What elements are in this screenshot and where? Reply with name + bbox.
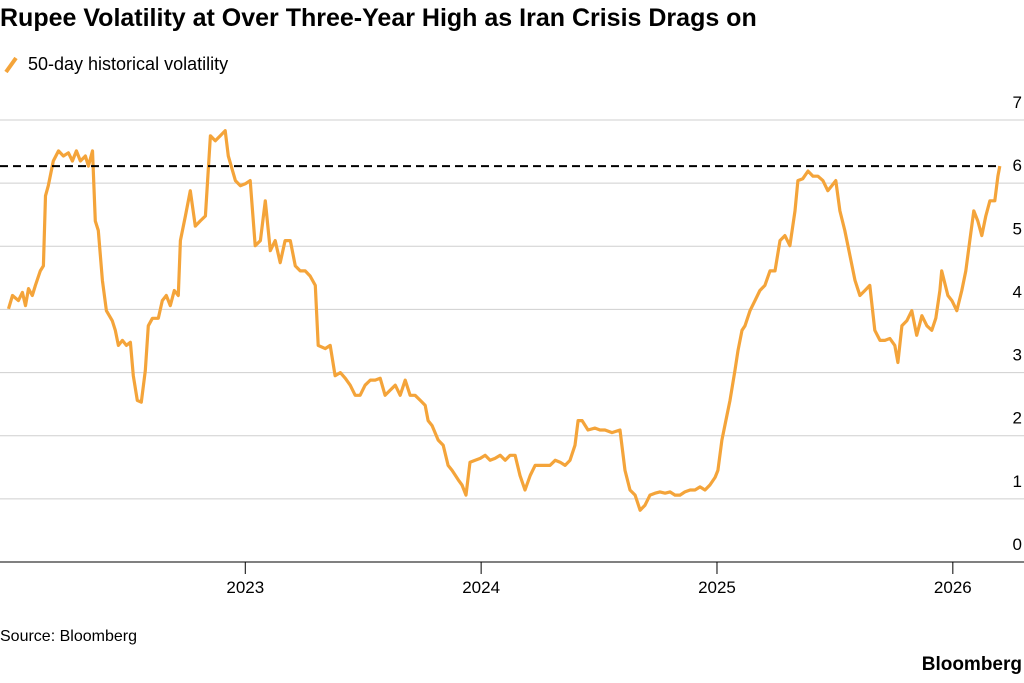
data-line <box>6 129 1002 512</box>
y-tick-label: 2 <box>1013 409 1022 428</box>
x-tick-label: 2026 <box>934 578 972 597</box>
x-tick-label: 2025 <box>698 578 736 597</box>
legend-swatch <box>4 56 18 74</box>
y-tick-label: 1 <box>1013 472 1022 491</box>
x-tick-label: 2023 <box>226 578 264 597</box>
y-tick-label: 5 <box>1013 219 1022 238</box>
legend-label: 50-day historical volatility <box>28 54 228 74</box>
source: Source: Bloomberg <box>0 628 137 645</box>
x-tick-label: 2024 <box>462 578 500 597</box>
y-tick-label: 6 <box>1013 156 1022 175</box>
chart-title: Rupee Volatility at Over Three-Year High… <box>0 4 757 32</box>
y-tick-label: 3 <box>1013 346 1022 365</box>
y-tick-label: 7 <box>1013 93 1022 112</box>
brand: Bloomberg <box>922 654 1022 675</box>
y-tick-label: 4 <box>1013 282 1022 301</box>
y-tick-label: 0 <box>1013 535 1022 554</box>
